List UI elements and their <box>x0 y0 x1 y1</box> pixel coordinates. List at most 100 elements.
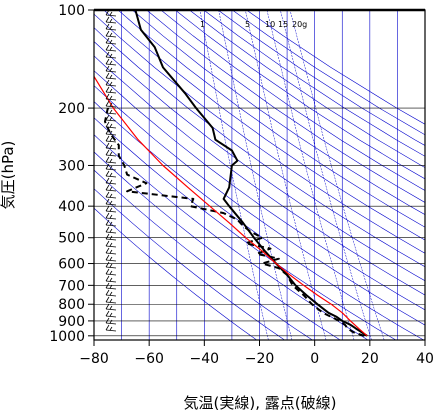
mixing-ratio-line <box>289 10 385 340</box>
wind-barb <box>105 261 117 269</box>
wind-barb <box>105 107 117 115</box>
dry-adiabat-line <box>94 70 425 311</box>
y-tick-label: 300 <box>58 158 85 174</box>
dry-adiabat-line <box>146 10 425 203</box>
wind-barb <box>105 303 117 311</box>
dry-adiabat-line <box>94 85 425 326</box>
dry-adiabat-line <box>94 151 341 340</box>
wind-barb <box>105 128 117 136</box>
x-axis-title: 気温(実線), 露点(破線) <box>184 394 337 412</box>
x-tick-label: 40 <box>416 351 434 367</box>
dry-adiabat-line <box>217 10 425 146</box>
x-axis-ticks: −80 −60 −40 −20 0 20 40 <box>79 340 434 367</box>
dry-adiabat-line <box>203 10 425 157</box>
dry-adiabat-line <box>132 10 425 215</box>
mixing-ratio-label: 10 <box>265 20 275 29</box>
wind-barb <box>105 170 117 178</box>
mixing-ratio-label: 15 <box>278 20 288 29</box>
dry-adiabat-line <box>94 101 424 340</box>
x-tick-label: 0 <box>310 351 319 367</box>
y-tick-label: 100 <box>58 3 85 19</box>
wind-barb <box>105 240 117 248</box>
wind-barb <box>105 156 117 164</box>
x-tick-label: −20 <box>245 351 275 367</box>
wind-barb <box>105 58 117 66</box>
mixing-ratio-line <box>266 10 355 340</box>
dry-adiabat-line <box>175 10 425 180</box>
dry-adiabat-line <box>117 10 425 228</box>
wind-barb <box>105 233 117 241</box>
wind-barb <box>105 86 117 94</box>
wind-barb <box>105 79 117 87</box>
wind-barb <box>105 149 117 157</box>
wind-barb <box>105 142 117 150</box>
wind-barb <box>105 275 117 283</box>
wind-barb <box>105 23 117 31</box>
wind-barb <box>105 310 117 318</box>
y-tick-label: 800 <box>58 297 85 313</box>
wind-barbs <box>105 10 117 332</box>
wind-barb <box>105 65 117 73</box>
wind-barb <box>105 16 117 24</box>
dry-adiabat-line <box>232 10 425 136</box>
wind-barb <box>105 219 117 227</box>
wind-barb <box>105 317 117 325</box>
x-tick-label: −40 <box>190 351 220 367</box>
x-tick-label: 20 <box>361 351 379 367</box>
dry-adiabat-line <box>94 41 425 282</box>
wind-barb <box>105 296 117 304</box>
dry-adiabat-line <box>94 13 425 254</box>
wind-barb <box>105 100 117 108</box>
y-tick-label: 500 <box>58 231 85 247</box>
temperature-line <box>134 10 368 337</box>
y-tick-label: 1000 <box>49 329 85 345</box>
y-axis-title: 気圧(hPa) <box>0 141 17 210</box>
y-tick-label: 200 <box>58 101 85 117</box>
wind-barb <box>105 198 117 206</box>
wind-barb <box>105 324 117 332</box>
wind-barb <box>105 205 117 213</box>
dry-adiabat-line <box>160 10 425 191</box>
y-tick-label: 600 <box>58 257 85 273</box>
mixing-ratio-label: 1 <box>200 20 205 29</box>
dry-adiabat-line <box>94 188 285 340</box>
mixing-ratio-line <box>245 10 327 340</box>
mixing-ratio-label: 20g <box>292 20 307 29</box>
wind-barb <box>105 247 117 255</box>
wind-barb <box>105 135 117 143</box>
wind-barb <box>105 30 117 38</box>
y-tick-label: 400 <box>58 199 85 215</box>
dry-adiabat-line <box>189 10 425 168</box>
dew-point-line <box>104 107 365 337</box>
wind-barb <box>105 93 117 101</box>
wind-barb <box>105 37 117 45</box>
wind-barb <box>105 177 117 185</box>
dry-adiabat-line <box>94 207 257 340</box>
wind-barb <box>105 282 117 290</box>
x-tick-label: −80 <box>79 351 109 367</box>
wind-barb <box>105 191 117 199</box>
wind-barb <box>105 72 117 80</box>
wind-barb <box>105 114 117 122</box>
wind-barb <box>105 121 117 129</box>
wind-barb <box>105 254 117 262</box>
parcel-line <box>94 76 368 337</box>
isobar-gridlines <box>94 9 425 337</box>
mixing-ratio-label: 5 <box>245 20 250 29</box>
reference-lines <box>94 10 425 340</box>
y-tick-label: 700 <box>58 278 85 294</box>
wind-barb <box>105 163 117 171</box>
wind-barb <box>105 289 117 297</box>
wind-barb <box>105 212 117 220</box>
dry-adiabat-line <box>94 27 425 268</box>
wind-barb <box>105 226 117 234</box>
mixing-ratio-labels: 1 5 10 15 20g <box>200 20 307 29</box>
dry-adiabat-line <box>94 134 369 340</box>
mixing-ratio-line <box>280 10 372 340</box>
dry-adiabat-line <box>94 169 313 340</box>
dry-adiabat-line <box>103 10 425 241</box>
mixing-ratio-line <box>218 10 293 340</box>
x-tick-label: −60 <box>134 351 164 367</box>
